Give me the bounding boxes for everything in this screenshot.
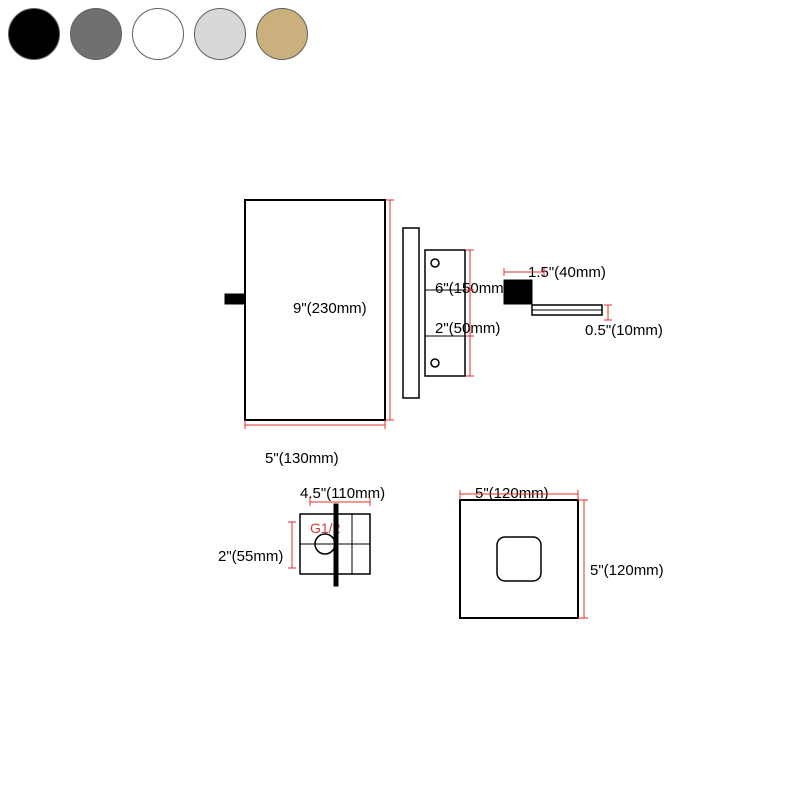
technical-drawing — [0, 0, 800, 800]
